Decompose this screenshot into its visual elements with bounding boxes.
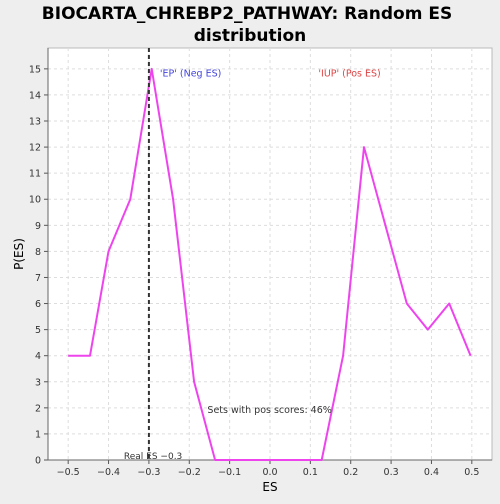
- x-tick-label: 0.1: [303, 467, 318, 478]
- x-tick-label: 0.0: [262, 467, 277, 478]
- x-tick-label: 0.3: [384, 467, 399, 478]
- y-tick-label: 15: [29, 64, 41, 75]
- x-axis-label: ES: [262, 480, 277, 494]
- y-tick-label: 4: [35, 351, 41, 362]
- y-tick-label: 8: [35, 247, 41, 258]
- x-tick-label: −0.3: [137, 467, 160, 478]
- y-tick-label: 3: [35, 377, 41, 388]
- x-tick-label: 0.2: [343, 467, 358, 478]
- y-tick-label: 2: [35, 403, 41, 414]
- chart-title-line1: BIOCARTA_CHREBP2_PATHWAY: Random ES: [42, 4, 452, 24]
- y-tick-label: 11: [29, 169, 41, 180]
- grid: [48, 48, 492, 461]
- neg-es-annotation: 'EP' (Neg ES): [160, 69, 221, 80]
- x-tick-label: −0.1: [218, 467, 241, 478]
- y-axis-label: P(ES): [12, 238, 26, 270]
- y-tick-label: 13: [29, 117, 41, 128]
- x-tick-label: 0.4: [424, 467, 439, 478]
- chart-title-line2: distribution: [194, 26, 306, 46]
- y-tick-label: 12: [29, 143, 41, 154]
- x-tick-label: −0.5: [57, 467, 80, 478]
- y-tick-label: 14: [29, 90, 41, 101]
- pos-es-annotation: 'IUP' (Pos ES): [318, 69, 380, 80]
- y-tick-label: 5: [35, 325, 41, 336]
- y-tick-label: 7: [35, 273, 41, 284]
- x-tick-label: 0.5: [464, 467, 479, 478]
- real-es-label: Real ES −0.3: [124, 452, 182, 462]
- y-tick-label: 6: [35, 299, 41, 310]
- axes: −0.5 −0.4 −0.3 −0.2 −0.1 0.0 0.1 0.2 0.3 0.4 0.5 0 1…: [29, 48, 492, 478]
- x-tick-label: −0.2: [178, 467, 201, 478]
- series-line: [68, 67, 472, 461]
- y-tick-label: 1: [35, 429, 41, 440]
- pos-scores-annotation: Sets with pos scores: 46%: [207, 405, 331, 416]
- series: [68, 48, 472, 461]
- y-tick-label: 0: [35, 456, 41, 467]
- y-tick-label: 10: [29, 195, 41, 206]
- y-tick-label: 9: [35, 221, 41, 232]
- x-tick-label: −0.4: [97, 467, 120, 478]
